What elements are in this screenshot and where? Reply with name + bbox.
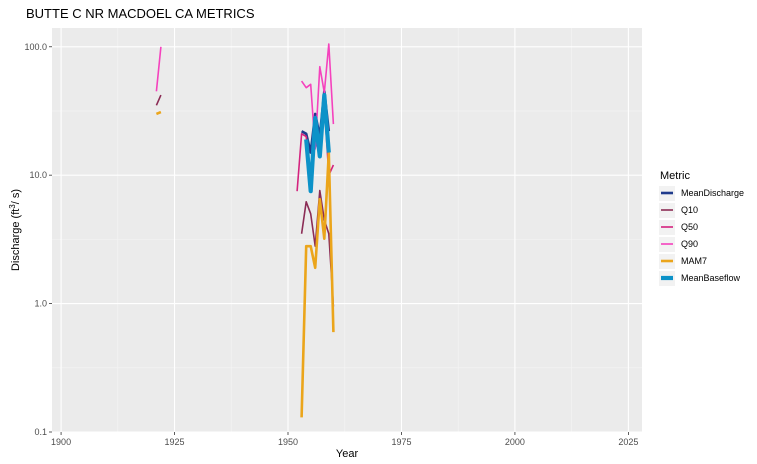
legend: Metric MeanDischarge Q10 Q50 Q90 MAM7 MeanBas… — [659, 170, 744, 286]
plot-panel — [52, 28, 642, 432]
legend-label-meanbaseflow: MeanBaseflow — [681, 273, 741, 283]
x-tick-label: 1950 — [278, 437, 298, 447]
y-axis-title: Discharge (ft3/ s) — [8, 189, 22, 271]
x-tick-label: 1925 — [165, 437, 185, 447]
y-tick-label: 1.0 — [34, 299, 47, 309]
grid-layer — [52, 28, 642, 433]
x-tick-label: 2000 — [505, 437, 525, 447]
legend-label-q90: Q90 — [681, 239, 698, 249]
legend-label-mam7: MAM7 — [681, 256, 707, 266]
series-line-meanbaseflow — [304, 93, 331, 194]
legend-label-q50: Q50 — [681, 222, 698, 232]
series-line-mam7 — [155, 110, 335, 418]
y-axis-title-sup: 3 — [8, 204, 17, 209]
axis-layer: 1900 1925 1950 1975 2000 2025 0.1 1.0 10.0 100.0 — [24, 42, 638, 447]
chart-title: BUTTE C NR MACDOEL CA METRICS — [26, 6, 255, 21]
y-axis-title-main: Discharge (ft — [10, 209, 22, 271]
x-tick-label: 2025 — [618, 437, 638, 447]
y-axis-title-tail: / s) — [10, 189, 22, 204]
series-line-q90 — [155, 43, 335, 150]
legend-label-q10: Q10 — [681, 205, 698, 215]
y-tick-label: 100.0 — [24, 42, 47, 52]
y-tick-label: 10.0 — [29, 170, 47, 180]
x-axis-title: Year — [336, 448, 359, 460]
x-tick-label: 1900 — [51, 437, 71, 447]
x-tick-label: 1975 — [391, 437, 411, 447]
series-layer — [155, 43, 335, 418]
y-tick-label: 0.1 — [34, 427, 47, 437]
legend-label-meandischarge: MeanDischarge — [681, 188, 744, 198]
legend-title: Metric — [660, 170, 690, 182]
